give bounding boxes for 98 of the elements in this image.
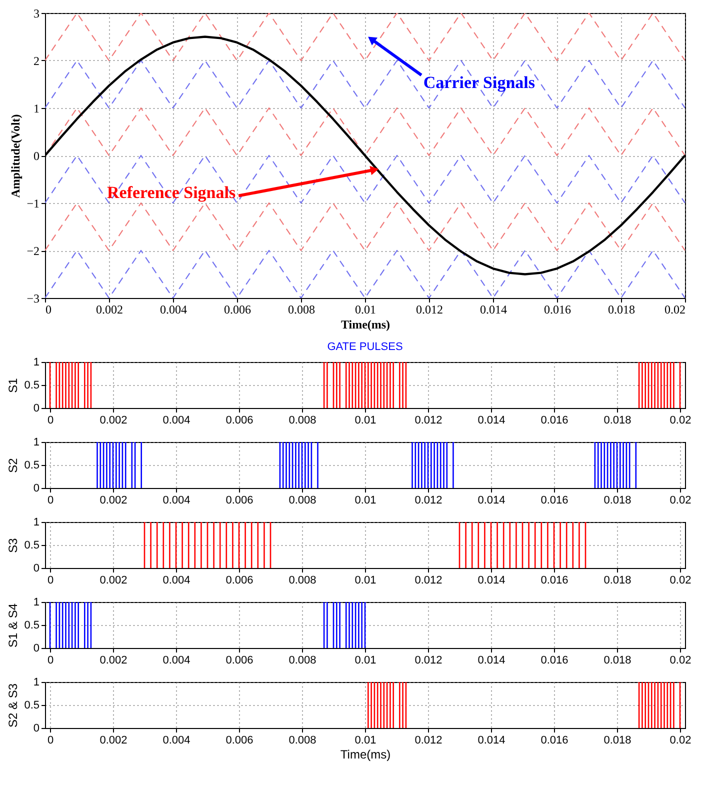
x-tick-label: 0.012 — [414, 494, 442, 506]
y-tick-label: 1 — [33, 676, 40, 688]
y-tick-label: 0.5 — [24, 700, 40, 712]
y-tick-label: 3 — [34, 6, 40, 20]
x-tick-label: 0.006 — [226, 734, 254, 746]
y-tick-label: 2 — [34, 54, 40, 68]
x-tick-label: 0.012 — [414, 414, 442, 426]
x-tick-label: 0.008 — [288, 734, 316, 746]
x-tick-label: 0.012 — [414, 734, 442, 746]
x-tick-label: 0 — [47, 574, 54, 586]
x-tick-label: 0.01 — [355, 302, 376, 316]
y-axis-title: S2 — [6, 458, 20, 473]
x-tick-label: 0.016 — [540, 494, 568, 506]
y-tick-label: 1 — [34, 102, 40, 116]
x-tick-label: 0.008 — [288, 654, 316, 666]
x-tick-label: 0.016 — [544, 302, 571, 316]
x-tick-label: 0.014 — [478, 734, 506, 746]
y-tick-label: 0 — [33, 722, 40, 734]
y-axis-title: S1 & S4 — [6, 603, 20, 648]
y-tick-label: −3 — [26, 292, 40, 306]
x-tick-label: 0.012 — [414, 574, 442, 586]
x-tick-label: 0.02 — [670, 654, 692, 666]
y-tick-label: 0.5 — [24, 380, 40, 392]
x-tick-label: 0.01 — [354, 574, 376, 586]
y-tick-label: −1 — [26, 196, 40, 210]
y-tick-label: −2 — [26, 244, 40, 258]
x-tick-label: 0.002 — [100, 494, 128, 506]
x-tick-label: 0 — [47, 414, 54, 426]
y-tick-label: 1 — [33, 436, 40, 448]
y-tick-label: 0.5 — [24, 460, 40, 472]
y-axis-title: S3 — [6, 538, 20, 553]
x-tick-label: 0.018 — [604, 734, 632, 746]
x-tick-label: 0.008 — [288, 574, 316, 586]
x-tick-label: 0.002 — [96, 302, 123, 316]
x-tick-label: 0.016 — [540, 654, 568, 666]
x-tick-label: 0.002 — [100, 734, 128, 746]
x-tick-label: 0.008 — [288, 302, 315, 316]
y-axis-title: Amplitude(Volt) — [8, 114, 23, 198]
x-tick-label: 0.018 — [604, 574, 632, 586]
x-tick-label: 0.004 — [162, 654, 190, 666]
x-tick-label: 0.014 — [478, 414, 506, 426]
y-tick-label: 0.5 — [24, 620, 40, 632]
y-tick-label: 0 — [33, 642, 40, 654]
x-tick-label: 0.02 — [670, 734, 692, 746]
x-tick-label: 0.012 — [414, 654, 442, 666]
x-tick-label: 0.004 — [160, 302, 187, 316]
x-tick-label: 0.014 — [478, 494, 506, 506]
x-tick-label: 0.02 — [670, 414, 692, 426]
y-axis-title: S2 & S3 — [6, 683, 20, 728]
x-tick-label: 0.02 — [664, 302, 686, 316]
x-tick-label: 0.016 — [540, 734, 568, 746]
x-tick-label: 0.006 — [226, 654, 254, 666]
y-tick-label: 0 — [33, 402, 40, 414]
x-tick-label: 0.002 — [100, 414, 128, 426]
y-tick-label: 1 — [33, 596, 40, 608]
x-tick-label: 0.02 — [670, 574, 692, 586]
x-tick-label: 0.014 — [478, 654, 506, 666]
x-tick-label: 0.018 — [604, 494, 632, 506]
x-tick-label: 0.016 — [540, 414, 568, 426]
x-tick-label: 0.018 — [608, 302, 635, 316]
y-tick-label: 0 — [34, 149, 40, 163]
x-tick-label: 0.01 — [354, 494, 376, 506]
x-tick-label: 0 — [46, 302, 52, 316]
x-tick-label: 0.012 — [416, 302, 443, 316]
x-tick-label: 0.004 — [162, 734, 190, 746]
x-tick-label: 0.004 — [162, 414, 190, 426]
x-tick-label: 0.008 — [288, 414, 316, 426]
x-tick-label: 0.004 — [162, 494, 190, 506]
x-tick-label: 0.014 — [478, 574, 506, 586]
x-tick-label: 0.014 — [480, 302, 507, 316]
x-tick-label: 0 — [47, 494, 54, 506]
x-tick-label: 0.008 — [288, 494, 316, 506]
x-tick-label: 0 — [47, 654, 54, 666]
x-tick-label: 0.002 — [100, 654, 128, 666]
x-tick-label: 0.006 — [226, 574, 254, 586]
x-tick-label: 0 — [47, 734, 54, 746]
x-tick-label: 0.018 — [604, 654, 632, 666]
y-tick-label: 1 — [33, 516, 40, 528]
x-axis-title: Time(ms) — [340, 318, 390, 332]
y-axis-title: S1 — [6, 378, 20, 393]
x-tick-label: 0.016 — [540, 574, 568, 586]
x-axis-title: Time(ms) — [340, 748, 391, 762]
y-tick-label: 0 — [33, 562, 40, 574]
x-tick-label: 0.01 — [354, 414, 376, 426]
y-tick-label: 1 — [33, 356, 40, 368]
x-tick-label: 0.02 — [670, 494, 692, 506]
x-tick-label: 0.006 — [226, 414, 254, 426]
x-tick-label: 0.018 — [604, 414, 632, 426]
y-tick-label: 0.5 — [24, 540, 40, 552]
x-tick-label: 0.002 — [100, 574, 128, 586]
x-tick-label: 0.006 — [226, 494, 254, 506]
annotation: Reference Signals — [107, 182, 236, 202]
y-tick-label: 0 — [33, 482, 40, 494]
x-tick-label: 0.01 — [354, 734, 376, 746]
x-tick-label: 0.006 — [224, 302, 251, 316]
chart-title: GATE PULSES — [327, 341, 403, 353]
x-tick-label: 0.01 — [354, 654, 376, 666]
x-tick-label: 0.004 — [162, 574, 190, 586]
